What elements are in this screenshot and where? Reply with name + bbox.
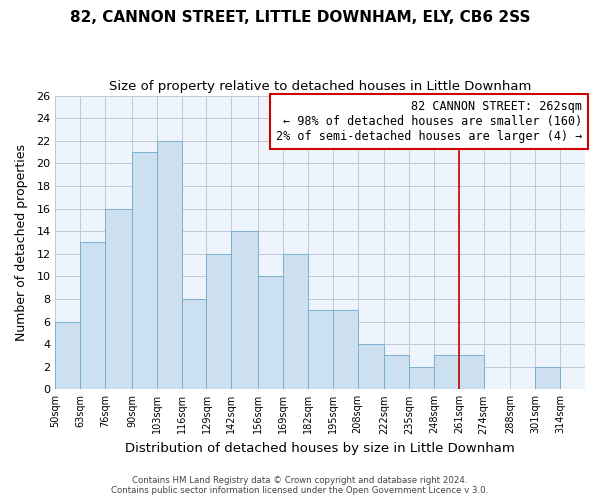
- Bar: [132, 152, 157, 390]
- Bar: [332, 310, 358, 390]
- Bar: [182, 299, 206, 390]
- Bar: [232, 231, 258, 390]
- Bar: [409, 366, 434, 390]
- Y-axis label: Number of detached properties: Number of detached properties: [15, 144, 28, 341]
- Bar: [80, 242, 105, 390]
- X-axis label: Distribution of detached houses by size in Little Downham: Distribution of detached houses by size …: [125, 442, 515, 455]
- Bar: [434, 356, 459, 390]
- Bar: [55, 322, 80, 390]
- Title: Size of property relative to detached houses in Little Downham: Size of property relative to detached ho…: [109, 80, 532, 93]
- Bar: [105, 208, 132, 390]
- Text: 82, CANNON STREET, LITTLE DOWNHAM, ELY, CB6 2SS: 82, CANNON STREET, LITTLE DOWNHAM, ELY, …: [70, 10, 530, 25]
- Bar: [283, 254, 308, 390]
- Bar: [308, 310, 332, 390]
- Bar: [358, 344, 384, 390]
- Text: 82 CANNON STREET: 262sqm
← 98% of detached houses are smaller (160)
2% of semi-d: 82 CANNON STREET: 262sqm ← 98% of detach…: [276, 100, 583, 143]
- Bar: [384, 356, 409, 390]
- Bar: [459, 356, 484, 390]
- Text: Contains HM Land Registry data © Crown copyright and database right 2024.
Contai: Contains HM Land Registry data © Crown c…: [112, 476, 488, 495]
- Bar: [206, 254, 232, 390]
- Bar: [535, 366, 560, 390]
- Bar: [258, 276, 283, 390]
- Bar: [157, 140, 182, 390]
